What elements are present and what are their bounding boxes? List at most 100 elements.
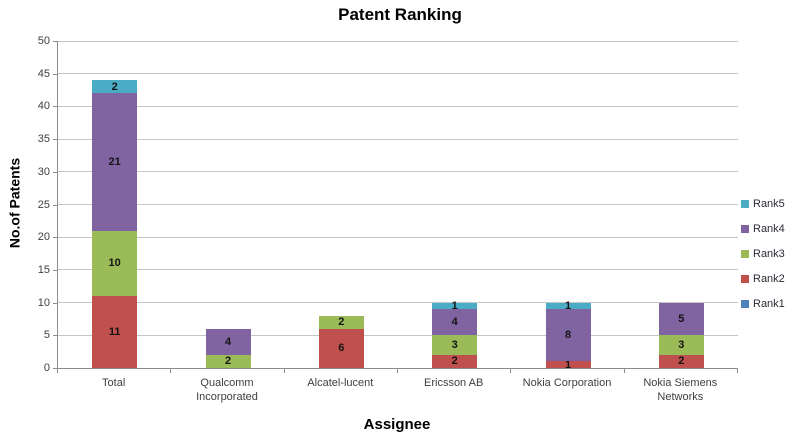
bar-segment-rank4-cat5: 5: [658, 302, 704, 336]
gridline-30: [58, 171, 738, 173]
legend-item-rank5: Rank5: [741, 191, 799, 216]
y-tick-mark-5: [53, 335, 57, 337]
segment-value-label: 2: [451, 355, 458, 368]
x-tick-mark-6: [737, 369, 738, 373]
y-tick-mark-15: [53, 269, 57, 271]
segment-value-label: 2: [224, 355, 232, 368]
bar-segment-rank3-cat2: 2: [318, 315, 364, 329]
y-tick-mark-50: [53, 41, 57, 42]
category-label-5: Nokia Siemens Networks: [643, 377, 718, 403]
chart-title: Patent Ranking: [338, 5, 462, 24]
segment-value-label: 1: [564, 358, 572, 371]
legend-item-rank2: Rank2: [741, 266, 799, 291]
x-tick-mark-4: [510, 369, 511, 373]
bar-segment-rank2-cat2: 6: [318, 328, 364, 368]
y-tick-mark-30: [53, 171, 57, 173]
gridline-35: [58, 138, 738, 140]
gridline-20: [58, 236, 738, 238]
segment-value-label: 11: [108, 326, 121, 339]
y-tick-label-0: 0: [43, 362, 50, 374]
bar-segment-rank2-cat4: 1: [545, 358, 591, 371]
segment-value-label: 21: [108, 156, 121, 168]
x-tick-mark-1: [170, 369, 171, 373]
y-tick-label-40: 40: [37, 100, 50, 113]
legend-label-rank3: Rank3: [753, 247, 785, 260]
gridline-10: [58, 302, 738, 304]
legend-label-rank1: Rank1: [753, 297, 785, 310]
gridline-5: [58, 334, 738, 336]
segment-value-label: 2: [111, 80, 118, 93]
y-tick-label-30: 30: [37, 165, 50, 178]
y-tick-label-25: 25: [37, 198, 50, 211]
segment-value-label: 1: [564, 299, 572, 312]
bar-segment-rank2-cat3: 2: [432, 354, 478, 368]
y-tick-mark-20: [53, 237, 57, 239]
legend-label-rank5: Rank5: [753, 197, 785, 210]
y-tick-mark-35: [53, 139, 57, 141]
bar-segment-rank2-cat0: 11: [92, 296, 138, 368]
bar-segment-rank5-cat3: 1: [432, 299, 478, 312]
category-label-0: Total: [102, 377, 126, 389]
segment-value-label: 4: [451, 316, 458, 329]
bar-segment-rank4-cat4: 8: [545, 309, 591, 362]
legend-label-rank2: Rank2: [753, 272, 785, 285]
x-axis-title: Assignee: [363, 416, 431, 433]
legend-swatch-rank4: [741, 224, 749, 233]
segment-value-label: 3: [451, 339, 458, 352]
segment-value-label: 5: [678, 312, 685, 325]
gridline-50: [58, 40, 738, 42]
bar-segment-rank4-cat3: 4: [432, 309, 478, 336]
bar-segment-rank5-cat0: 2: [92, 80, 138, 94]
y-tick-mark-45: [53, 73, 57, 75]
y-tick-label-45: 45: [37, 67, 50, 80]
bar-segment-rank2-cat5: 2: [658, 354, 704, 368]
y-tick-label-50: 50: [37, 35, 50, 47]
category-label-4: Nokia Corporation: [522, 377, 612, 389]
bar-segment-rank5-cat4: 1: [545, 299, 591, 312]
y-tick-mark-40: [53, 106, 57, 108]
y-tick-label-5: 5: [43, 329, 50, 342]
segment-value-label: 4: [224, 335, 232, 348]
segment-value-label: 6: [338, 342, 345, 355]
y-tick-label-35: 35: [37, 133, 50, 146]
gridline-25: [58, 204, 738, 205]
y-tick-mark-10: [53, 302, 57, 304]
bar-segment-rank4-cat0: 21: [92, 93, 138, 231]
segment-value-label: 3: [678, 339, 685, 352]
segment-value-label: 10: [108, 257, 121, 270]
segment-value-label: 2: [678, 355, 685, 368]
bar-segment-rank3-cat3: 3: [432, 335, 478, 355]
category-label-1: Qualcomm Incorporated: [196, 377, 258, 403]
legend-swatch-rank1: [741, 299, 749, 308]
legend-swatch-rank3: [741, 249, 749, 258]
gridline-45: [58, 73, 738, 75]
y-tick-mark-25: [53, 204, 57, 206]
y-tick-label-20: 20: [37, 231, 50, 244]
legend-item-rank3: Rank3: [741, 241, 799, 266]
y-tick-mark-0: [53, 368, 57, 369]
legend-item-rank1: Rank1: [741, 291, 799, 316]
legend-label-rank4: Rank4: [753, 222, 785, 235]
bar-segment-rank3-cat0: 10: [92, 230, 138, 297]
legend-swatch-rank2: [741, 274, 749, 283]
y-tick-label-15: 15: [37, 263, 50, 276]
x-tick-mark-0: [57, 369, 58, 373]
category-label-2: Alcatel-lucent: [307, 377, 374, 389]
legend-item-rank4: Rank4: [741, 216, 799, 241]
plot-area: 11 10 21 2 2 4 6 2 2 3 4 1 1 8 1 2 3 5: [57, 40, 738, 371]
gridline-15: [58, 269, 738, 271]
gridline-40: [58, 105, 738, 107]
x-tick-mark-5: [624, 369, 625, 373]
y-tick-label-10: 10: [37, 296, 50, 309]
segment-value-label: 1: [451, 299, 458, 312]
legend-swatch-rank5: [741, 199, 749, 208]
bar-segment-rank3-cat5: 3: [658, 335, 704, 355]
x-tick-mark-3: [397, 369, 398, 373]
category-label-3: Ericsson AB: [424, 377, 484, 389]
x-tick-mark-2: [284, 369, 285, 373]
bar-segment-rank3-cat1: 2: [205, 354, 251, 368]
legend: Rank5 Rank4 Rank3 Rank2 Rank1: [741, 191, 799, 316]
bar-segment-rank4-cat1: 4: [205, 328, 251, 355]
segment-value-label: 2: [338, 316, 345, 329]
